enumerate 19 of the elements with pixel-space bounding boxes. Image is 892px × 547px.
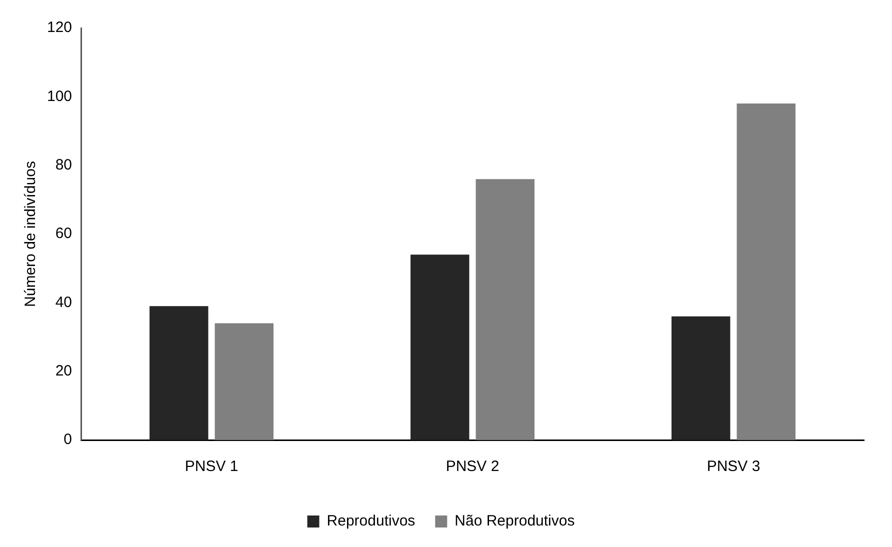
bar — [672, 316, 730, 440]
y-tick-label: 20 — [55, 362, 72, 380]
x-tick-label: PNSV 2 — [446, 458, 500, 476]
x-tick-label: PNSV 3 — [706, 458, 760, 476]
bar — [214, 323, 274, 440]
x-tick-label: PNSV 1 — [184, 458, 238, 476]
y-axis-title: Número de indivíduos — [22, 161, 40, 307]
y-tick-label: 60 — [55, 225, 72, 242]
y-tick-label: 40 — [55, 294, 72, 311]
bar — [410, 254, 470, 440]
legend-label: Não Reprodutivos — [454, 512, 575, 530]
bar — [736, 104, 796, 440]
y-tick-label: 80 — [55, 156, 72, 174]
bar — [476, 179, 534, 440]
y-tick-label: 100 — [46, 88, 72, 105]
bar — [150, 306, 208, 440]
y-tick-label: 0 — [64, 431, 72, 448]
y-tick-label: 120 — [46, 19, 72, 36]
legend-label: Reprodutivos — [326, 512, 416, 530]
